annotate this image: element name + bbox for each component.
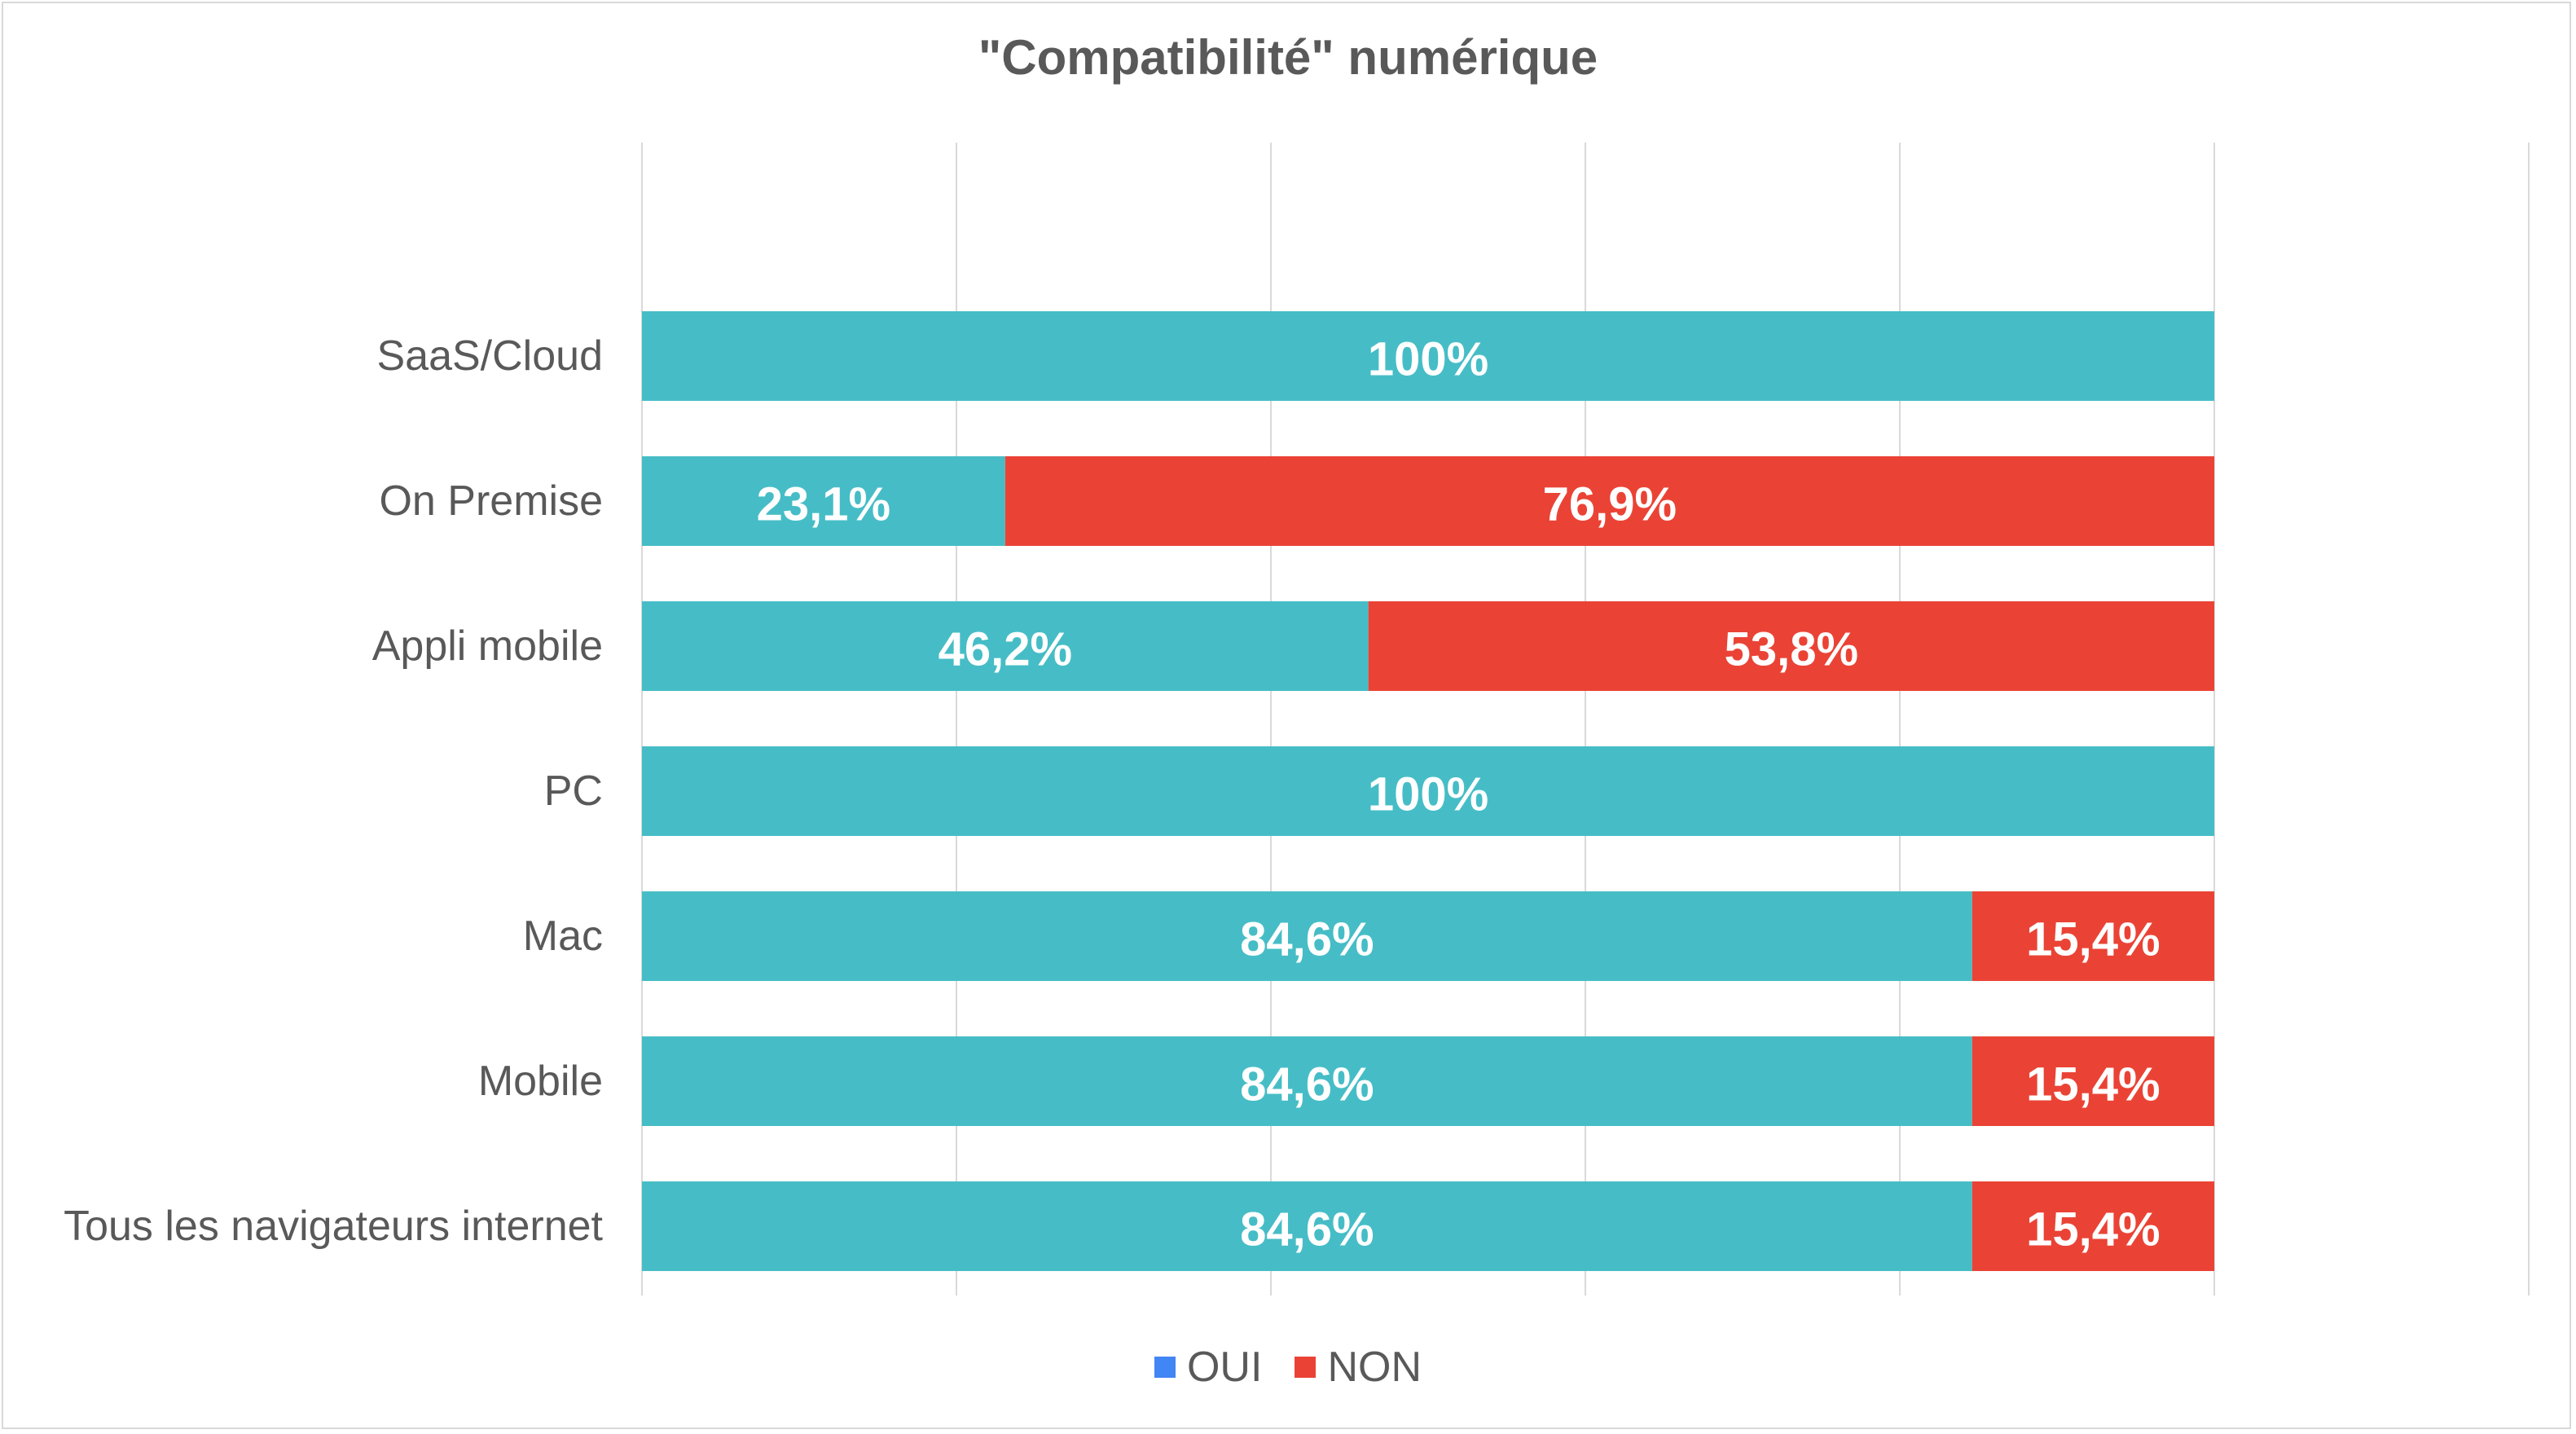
legend-label-oui: OUI [1186,1344,1263,1391]
bar-non-mac [1972,891,2214,981]
legend-label-non: NON [1327,1344,1422,1391]
category-label-saas-cloud: SaaS/Cloud [376,332,603,380]
data-label-non-appli-mobile: 53,8% [1725,623,1858,676]
legend-item-oui: OUI [1154,1343,1262,1392]
data-label-oui-appli-mobile: 46,2% [939,623,1072,676]
data-label-oui-saas-cloud: 100% [1368,333,1488,386]
data-label-oui-on-premise: 23,1% [757,478,890,531]
legend-swatch-non [1295,1357,1317,1378]
data-label-non-mobile: 15,4% [2026,1058,2160,1111]
bar-oui-pc [642,746,2214,836]
bar-non-on-premise [1004,456,2214,546]
data-label-non-mac: 15,4% [2026,913,2160,966]
category-label-on-premise: On Premise [379,477,603,525]
bar-non-mobile [1972,1036,2214,1126]
bars [642,311,2214,1271]
bar-oui-saas-cloud [642,311,2214,401]
data-label-non-on-premise: 76,9% [1543,478,1677,531]
bar-non-appli-mobile [1368,601,2214,691]
data-label-oui-pc: 100% [1368,768,1488,821]
bar-non-tous-les-navigateurs-internet [1972,1181,2214,1271]
legend-swatch-oui [1154,1357,1176,1378]
bar-oui-tous-les-navigateurs-internet [642,1181,1972,1271]
category-label-mac: Mac [523,913,603,960]
legend-item-non: NON [1295,1343,1422,1392]
legend: OUI NON [0,1343,2576,1392]
data-label-oui-tous-les-navigateurs-internet: 84,6% [1240,1203,1374,1256]
bar-oui-mac [642,891,1972,981]
category-label-mobile: Mobile [478,1058,603,1105]
category-label-pc: PC [544,768,603,815]
category-label-appli-mobile: Appli mobile [372,622,603,670]
category-label-tous-les-navigateurs-internet: Tous les navigateurs internet [64,1203,603,1250]
bar-oui-appli-mobile [642,601,1369,691]
data-label-non-tous-les-navigateurs-internet: 15,4% [2026,1203,2160,1256]
category-labels: SaaS/Cloud On Premise Appli mobile PC Mac Mob… [64,332,603,1250]
data-labels: 100% 23,1% 76,9% 46,2% 53,8% 100% 84,6% 15,4% 84… [757,333,2161,1256]
bar-oui-on-premise [642,456,1005,546]
chart-title: "Compatibilité" numérique [978,30,1598,85]
data-label-oui-mobile: 84,6% [1240,1058,1374,1111]
data-label-oui-mac: 84,6% [1240,913,1374,966]
bar-oui-mobile [642,1036,1972,1126]
